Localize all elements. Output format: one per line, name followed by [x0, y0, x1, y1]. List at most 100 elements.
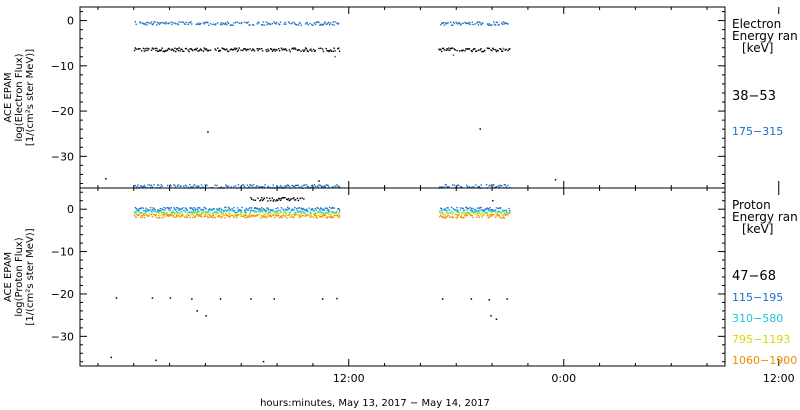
data-point: [477, 212, 480, 214]
y-axis-label: log(Proton Flux): [14, 237, 25, 316]
data-point: [462, 22, 464, 24]
data-point: [445, 217, 447, 219]
data-point: [312, 210, 315, 212]
data-point: [202, 211, 205, 214]
data-point: [469, 213, 472, 215]
data-point: [309, 216, 311, 218]
data-point: [294, 206, 296, 209]
data-point: [176, 23, 179, 25]
data-point: [300, 50, 302, 52]
data-point: [445, 209, 447, 212]
data-point: [263, 24, 265, 26]
data-point: [478, 207, 480, 209]
data-point: [235, 212, 237, 214]
data-point: [304, 209, 306, 211]
data-point: [329, 215, 332, 217]
data-point: [208, 24, 210, 26]
data-point: [491, 49, 493, 52]
data-point: [321, 213, 323, 215]
data-point: [493, 48, 495, 51]
data-point: [286, 206, 289, 209]
data-point: [498, 207, 500, 209]
data-point: [280, 186, 283, 188]
data-point: [333, 212, 335, 214]
data-point: [269, 212, 271, 214]
data-point: [161, 208, 163, 210]
data-point: [463, 211, 465, 214]
data-point: [495, 214, 498, 216]
data-point: [484, 209, 486, 211]
data-point: [251, 209, 253, 211]
data-point: [441, 50, 443, 53]
data-point: [189, 184, 191, 186]
data-point: [232, 209, 234, 212]
data-point: [231, 208, 233, 210]
data-point: [450, 47, 453, 49]
data-point: [261, 186, 264, 188]
data-point: [330, 207, 333, 210]
data-point: [139, 207, 141, 210]
data-point: [283, 211, 285, 214]
data-point: [334, 50, 336, 52]
data-point: [319, 214, 321, 216]
data-point: [507, 49, 509, 52]
data-point: [134, 216, 136, 218]
data-point: [306, 22, 308, 24]
data-point: [291, 214, 293, 216]
data-point: [209, 208, 211, 210]
data-point: [498, 210, 500, 212]
data-point: [273, 298, 275, 300]
data-point: [319, 184, 321, 186]
data-point: [247, 21, 249, 23]
data-point: [480, 206, 482, 209]
data-point: [475, 211, 477, 214]
data-point: [262, 198, 265, 201]
data-point: [220, 22, 222, 24]
data-point: [193, 184, 196, 186]
data-point: [484, 49, 486, 52]
data-point: [252, 24, 255, 26]
y-tick-label: 0: [67, 15, 74, 28]
data-point: [279, 216, 282, 218]
data-point: [213, 216, 215, 218]
data-point: [190, 186, 192, 188]
data-point: [267, 185, 269, 188]
data-point: [336, 215, 338, 217]
data-point: [261, 186, 263, 188]
data-point: [459, 216, 462, 218]
data-point: [474, 210, 476, 212]
data-point: [277, 215, 279, 217]
data-point: [238, 209, 240, 212]
data-point: [221, 213, 223, 216]
data-point: [225, 212, 227, 214]
data-point: [243, 214, 246, 217]
data-point: [312, 184, 314, 186]
data-point: [269, 214, 272, 216]
data-point: [480, 184, 482, 186]
data-point: [140, 212, 143, 214]
data-point: [311, 208, 313, 210]
data-point: [243, 216, 246, 218]
data-point: [336, 22, 338, 24]
data-point: [199, 49, 201, 51]
data-point: [255, 215, 257, 217]
data-point: [294, 47, 296, 49]
data-point: [503, 212, 506, 214]
data-point: [469, 209, 472, 212]
data-point: [304, 49, 306, 51]
data-point: [476, 21, 479, 23]
data-point: [500, 48, 502, 50]
data-point: [280, 207, 283, 209]
data-point: [167, 22, 170, 24]
data-point: [492, 47, 494, 49]
data-point: [134, 21, 136, 23]
data-point: [200, 48, 202, 50]
data-point: [440, 48, 442, 50]
data-point: [269, 197, 271, 200]
data-point: [185, 21, 188, 23]
data-point: [133, 49, 136, 52]
data-point: [318, 47, 320, 50]
data-point: [168, 48, 171, 50]
data-point: [141, 22, 144, 24]
data-point: [173, 216, 175, 218]
